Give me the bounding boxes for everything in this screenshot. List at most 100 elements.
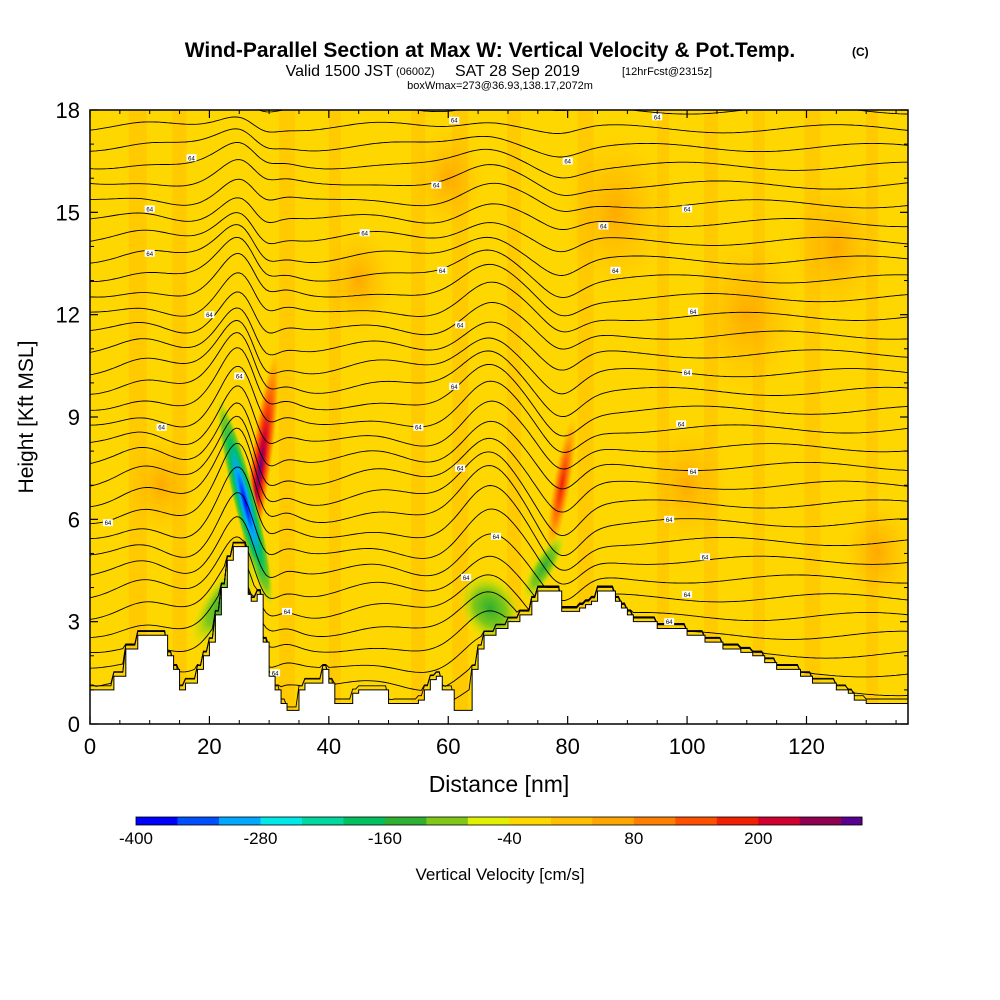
colorbar-swatch (426, 817, 469, 825)
colorbar-swatch (716, 817, 759, 825)
contour-label: 64 (666, 620, 673, 626)
axes: 0 20 40 60 80 100 120 0 3 6 9 12 15 18 (56, 98, 908, 759)
contour-label-bg (413, 423, 424, 431)
contour-label: 64 (612, 269, 619, 275)
contour-label: 64 (684, 371, 691, 377)
isentrope-line (90, 347, 908, 437)
x-tick-label: 80 (555, 734, 579, 759)
contour-label: 64 (684, 207, 691, 213)
colorbar-swatch (550, 817, 593, 825)
isentrope-line (90, 178, 908, 212)
updraft-core (546, 416, 577, 555)
contour-label-bg (664, 515, 675, 523)
contour-label: 64 (272, 671, 279, 677)
contour-label-bg (156, 423, 167, 431)
isentrope-line (90, 385, 908, 470)
contour-label-bg (598, 222, 609, 230)
colorbar-frame (135, 816, 863, 826)
contour-label: 64 (690, 470, 697, 476)
contour-label-bg (102, 519, 113, 527)
contour-label-bg (282, 607, 293, 615)
contour-label: 64 (146, 252, 153, 258)
warm-region (645, 422, 730, 549)
colorbar-swatch (384, 817, 427, 825)
colorbar-swatch (301, 817, 344, 825)
isentrope-line (90, 319, 908, 395)
contour-label: 64 (415, 426, 422, 432)
warm-streak (506, 110, 521, 724)
contour-label: 64 (702, 555, 709, 561)
contour-label-bg (688, 307, 699, 315)
contour-label: 64 (600, 224, 607, 230)
contour-label: 64 (236, 375, 243, 381)
contour-label: 64 (105, 521, 112, 527)
contour-label: 64 (654, 115, 661, 121)
x-tick-label: 120 (788, 734, 825, 759)
copyright-mark: (C) (852, 45, 869, 59)
contour-label: 64 (188, 156, 195, 162)
contour-label-bg (204, 311, 215, 319)
isentrope-line (90, 236, 908, 298)
warm-region (692, 233, 801, 396)
contour-label: 64 (684, 593, 691, 599)
contour-label-bg (682, 369, 693, 377)
colorbar: -400 -280 -160 -40 80 200 (119, 816, 863, 848)
colorbar-tick-label: 80 (624, 829, 643, 848)
contour-label: 64 (666, 518, 673, 524)
contour-label-bg (359, 229, 370, 237)
isentrope-line (90, 212, 908, 253)
warm-streak (452, 110, 469, 724)
x-tick-label: 60 (436, 734, 460, 759)
y-tick-label: 15 (56, 200, 80, 225)
colorbar-swatch (467, 817, 510, 825)
warm-streak (411, 110, 426, 724)
warm-region (788, 174, 885, 319)
isentrope-line (90, 159, 908, 196)
warm-streak (752, 110, 765, 724)
contour-label: 64 (457, 467, 464, 473)
colorbar-tick-label: -160 (368, 829, 402, 848)
colorbar-swatch (260, 817, 303, 825)
y-tick-label: 9 (68, 405, 80, 430)
isentrope-line (90, 141, 908, 179)
contour-label-bg (699, 553, 710, 561)
contour-label-bg (431, 181, 442, 189)
valid-time: Valid 1500 JST (286, 63, 394, 80)
contour-label-bg (461, 573, 472, 581)
colorbar-swatch (509, 817, 552, 825)
x-tick-label: 40 (317, 734, 341, 759)
y-tick-label: 6 (68, 507, 80, 532)
x-axis-label: Distance [nm] (429, 771, 570, 797)
forecast-tag: [12hrFcst@2315z] (622, 66, 712, 78)
contour-label: 64 (678, 422, 685, 428)
warm-region (322, 226, 395, 335)
colorbar-swatch (758, 817, 801, 825)
contour-label-bg (144, 205, 155, 213)
contour-label: 64 (451, 385, 458, 391)
contour-label-bg (688, 468, 699, 476)
contour-label: 64 (463, 576, 470, 582)
colorbar-swatch (136, 817, 178, 825)
y-tick-label: 18 (56, 98, 80, 123)
contour-label-bg (682, 205, 693, 213)
isentrope-line (90, 427, 908, 537)
contour-label-bg (491, 532, 502, 540)
velocity-field (125, 110, 908, 724)
contour-label-bg (455, 321, 466, 329)
isentrope-line (90, 541, 908, 622)
isentrope-line (90, 291, 908, 350)
contour-label: 64 (146, 207, 153, 213)
terrain-mask (90, 546, 908, 724)
contour-label-bg (652, 113, 663, 121)
chart-title: Wind-Parallel Section at Max W: Vertical… (185, 39, 796, 62)
isentrope-line (90, 116, 908, 134)
warm-region (125, 431, 198, 540)
isentrope-line (90, 466, 908, 571)
colorbar-label: Vertical Velocity [cm/s] (415, 865, 584, 884)
contour-label-bg (449, 116, 460, 124)
isentrope-line (90, 536, 908, 609)
warm-streak (172, 110, 187, 724)
contour-label: 64 (451, 119, 458, 125)
isentrope-line (90, 415, 908, 513)
